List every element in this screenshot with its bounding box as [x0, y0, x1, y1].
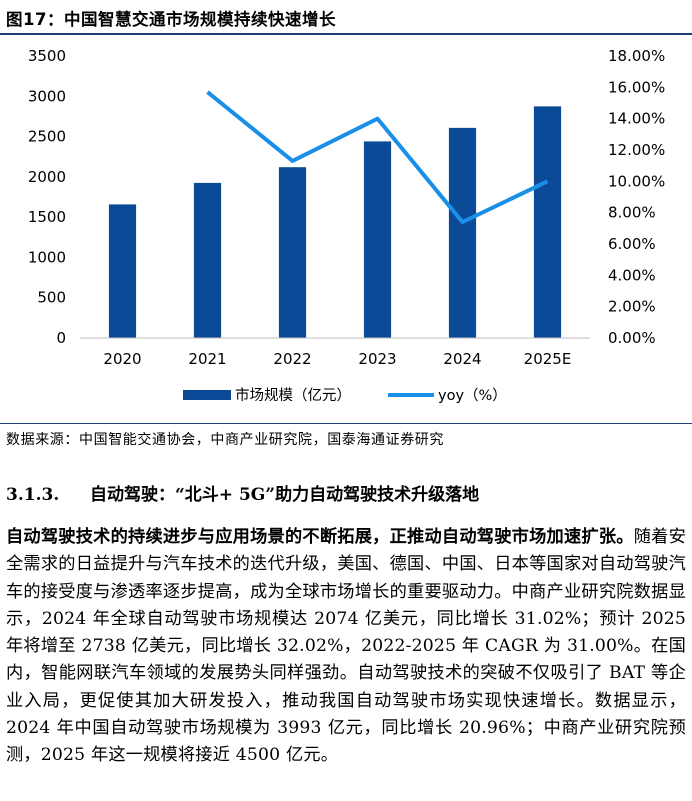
- right-tick-label: 4.00%: [608, 266, 656, 284]
- right-tick-label: 12.00%: [608, 141, 665, 159]
- right-tick-label: 10.00%: [608, 172, 665, 190]
- left-tick-label: 1000: [28, 248, 66, 266]
- x-tick-label: 2022: [273, 350, 311, 368]
- title-rule: [0, 33, 692, 35]
- left-tick-label: 2000: [28, 168, 66, 186]
- right-tick-label: 2.00%: [608, 298, 656, 316]
- bar: [533, 106, 562, 338]
- left-tick-label: 500: [37, 289, 66, 307]
- right-axis-ticks: 0.00% 2.00% 4.00% 6.00% 8.00% 10.00% 12.00% 14.…: [608, 47, 665, 347]
- legend-bar-label: 市场规模（亿元）: [235, 387, 351, 404]
- bar-series: [108, 106, 562, 338]
- right-tick-label: 16.00%: [608, 78, 665, 96]
- source-rule: [0, 423, 692, 424]
- left-tick-label: 3000: [28, 87, 66, 105]
- yoy-line: [206, 90, 549, 225]
- body-paragraph: 自动驾驶技术的持续进步与应用场景的不断拓展，正推动自动驾驶市场加速扩张。随着安全…: [6, 524, 686, 770]
- left-tick-label: 1500: [28, 208, 66, 226]
- x-tick-label: 2021: [188, 350, 226, 368]
- right-tick-label: 0.00%: [608, 329, 656, 347]
- left-axis-ticks: 0 500 1000 1500 2000 2500 3000 3500: [28, 47, 66, 347]
- right-tick-label: 18.00%: [608, 47, 665, 65]
- section-heading: 3.1.3. 自动驾驶：“北斗+ 5G”助力自动驾驶技术升级落地: [6, 480, 479, 505]
- chart-legend: 市场规模（亿元） yoy（%）: [183, 387, 507, 404]
- bar: [278, 167, 307, 338]
- bar: [193, 182, 222, 338]
- x-tick-label: 2020: [103, 350, 141, 368]
- section-title: 自动驾驶：“北斗+ 5G”助力自动驾驶技术升级落地: [90, 485, 480, 505]
- x-tick-label: 2025E: [524, 350, 572, 368]
- right-tick-label: 14.00%: [608, 110, 665, 128]
- x-tick-label: 2024: [443, 350, 481, 368]
- legend-line-label: yoy（%）: [438, 387, 507, 404]
- body-lead: 自动驾驶技术的持续进步与应用场景的不断拓展，正推动自动驾驶市场加速扩张。: [6, 527, 634, 547]
- bar: [448, 127, 477, 338]
- right-tick-label: 8.00%: [608, 204, 656, 222]
- body-text: 随着安全需求的日益提升与汽车技术的迭代升级，美国、德国、中国、日本等国家对自动驾…: [6, 527, 686, 766]
- bar: [108, 204, 137, 338]
- section-number: 3.1.3.: [6, 485, 60, 505]
- left-tick-label: 0: [56, 329, 66, 347]
- left-tick-label: 2500: [28, 128, 66, 146]
- left-tick-label: 3500: [28, 47, 66, 65]
- x-tick-label: 2023: [358, 350, 396, 368]
- x-axis-ticks: 2020 2021 2022 2023 2024 2025E: [103, 350, 571, 368]
- figure-source: 数据来源：中国智能交通协会，中商产业研究院，国泰海通证券研究: [6, 432, 444, 448]
- market-size-chart: 0 500 1000 1500 2000 2500 3000 3500 0.00% 2.00% 4…: [28, 47, 665, 404]
- right-tick-label: 6.00%: [608, 235, 656, 253]
- legend-bar-swatch: [183, 390, 231, 400]
- bar: [363, 141, 392, 338]
- figure-title: 图17：中国智慧交通市场规模持续快速增长: [6, 10, 336, 29]
